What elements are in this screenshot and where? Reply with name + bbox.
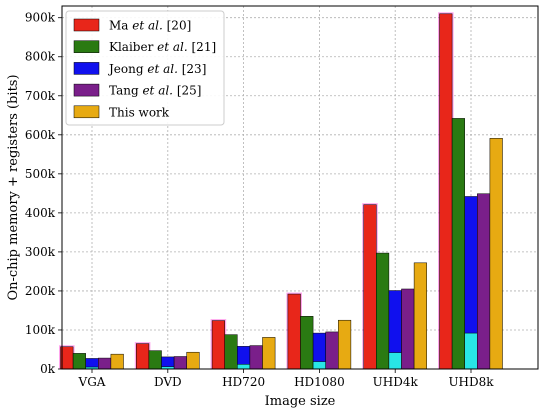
bar-0-3 [287, 293, 301, 370]
y-tick-label-2: 200k [25, 284, 56, 298]
bar-3-4 [401, 288, 415, 370]
x-tick-label-0: VGA [78, 375, 106, 389]
bar-3-2 [249, 345, 263, 370]
x-tick-label-1: DVD [154, 375, 182, 389]
x-tick-label-4: UHD4k [373, 375, 419, 389]
bar-4-5 [489, 138, 503, 370]
bar-1-5 [451, 118, 465, 370]
bar-3-1 [173, 356, 187, 370]
bar-3-0 [98, 357, 112, 370]
y-tick-label-3: 300k [25, 245, 56, 259]
y-tick-label-4: 400k [25, 206, 56, 220]
y-tick-label-7: 700k [25, 89, 56, 103]
bar-3-5 [477, 193, 491, 370]
y-tick-label-1: 100k [25, 323, 56, 337]
y-axis-label: On-chip memory + registers (bits) [6, 74, 21, 300]
legend-swatch-1 [73, 40, 100, 53]
bar-sub-2-2 [237, 364, 251, 370]
bar-4-4 [413, 262, 427, 370]
bars [59, 12, 503, 370]
legend-label-3: Tang et al. [25] [109, 84, 201, 98]
y-tick-label-9: 900k [25, 11, 56, 25]
bar-0-5 [439, 13, 453, 370]
bar-sub-2-3 [312, 361, 326, 370]
bar-4-3 [338, 319, 352, 370]
series-3 [98, 193, 491, 370]
legend-swatch-3 [73, 83, 100, 97]
bar-1-1 [148, 350, 162, 370]
y-tick-label-8: 800k [25, 50, 56, 64]
legend-swatch-0 [73, 18, 100, 32]
x-tick-label-5: UHD8k [448, 375, 494, 389]
bar-0-2 [211, 320, 225, 370]
legend-label-4: This work [109, 105, 170, 119]
x-axis-label: Image size [265, 394, 336, 409]
bar-1-2 [224, 334, 238, 370]
bar-4-2 [262, 337, 276, 370]
bar-0-1 [136, 343, 150, 370]
legend-label-2: Jeong et al. [23] [107, 62, 206, 76]
legend-label-1: Klaiber et al. [21] [109, 40, 216, 54]
bar-1-4 [376, 252, 390, 370]
bar-sub-2-4 [388, 352, 402, 370]
x-tick-label-3: HD1080 [294, 375, 345, 389]
bar-1-0 [72, 353, 86, 370]
x-axis: VGA DVD HD720 HD1080 UHD4k UHD8k [78, 369, 494, 389]
series-2 [85, 196, 478, 370]
bar-sub-2-5 [464, 332, 478, 370]
legend-swatch-2 [73, 62, 100, 75]
legend-box [65, 10, 225, 126]
bar-3-3 [325, 331, 339, 370]
bar-1-3 [300, 316, 314, 370]
y-tick-label-5: 500k [25, 167, 56, 181]
legend-swatch-4 [73, 105, 100, 119]
series-4 [110, 138, 503, 370]
bar-4-0 [110, 353, 124, 370]
bar-0-4 [363, 204, 377, 370]
series-0 [59, 12, 454, 370]
legend-label-0: Ma et al. [20] [109, 19, 191, 33]
series-1 [72, 118, 465, 370]
x-tick-label-2: HD720 [222, 375, 265, 389]
legend: Ma et al. [20] Klaiber et al. [21] Jeong e… [65, 10, 225, 126]
y-tick-label-0: 0k [40, 362, 56, 376]
y-axis: 0k 100k 200k 300k 400k 500k 600k 700k 800k 900k [25, 11, 62, 376]
y-tick-label-6: 600k [25, 128, 56, 142]
bar-4-1 [186, 351, 200, 370]
plot-frame [61, 5, 539, 370]
